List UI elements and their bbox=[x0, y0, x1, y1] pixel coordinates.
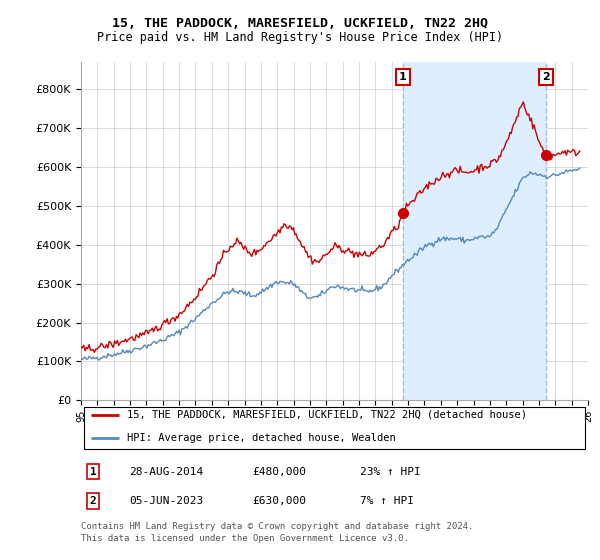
Text: Price paid vs. HM Land Registry's House Price Index (HPI): Price paid vs. HM Land Registry's House … bbox=[97, 31, 503, 44]
Text: 2: 2 bbox=[542, 72, 550, 82]
FancyBboxPatch shape bbox=[83, 407, 586, 449]
Text: 7% ↑ HPI: 7% ↑ HPI bbox=[360, 496, 414, 506]
Text: £480,000: £480,000 bbox=[252, 466, 306, 477]
Text: £630,000: £630,000 bbox=[252, 496, 306, 506]
Text: 23% ↑ HPI: 23% ↑ HPI bbox=[360, 466, 421, 477]
Bar bbox=[403, 62, 546, 400]
Text: This data is licensed under the Open Government Licence v3.0.: This data is licensed under the Open Gov… bbox=[81, 534, 409, 543]
Text: HPI: Average price, detached house, Wealden: HPI: Average price, detached house, Weal… bbox=[127, 433, 395, 443]
Text: 1: 1 bbox=[89, 466, 97, 477]
Text: 28-AUG-2014: 28-AUG-2014 bbox=[129, 466, 203, 477]
Text: 15, THE PADDOCK, MARESFIELD, UCKFIELD, TN22 2HQ (detached house): 15, THE PADDOCK, MARESFIELD, UCKFIELD, T… bbox=[127, 410, 527, 420]
Text: 15, THE PADDOCK, MARESFIELD, UCKFIELD, TN22 2HQ: 15, THE PADDOCK, MARESFIELD, UCKFIELD, T… bbox=[112, 17, 488, 30]
Text: Contains HM Land Registry data © Crown copyright and database right 2024.: Contains HM Land Registry data © Crown c… bbox=[81, 522, 473, 531]
Text: 05-JUN-2023: 05-JUN-2023 bbox=[129, 496, 203, 506]
Text: 2: 2 bbox=[89, 496, 97, 506]
Text: 1: 1 bbox=[398, 72, 406, 82]
